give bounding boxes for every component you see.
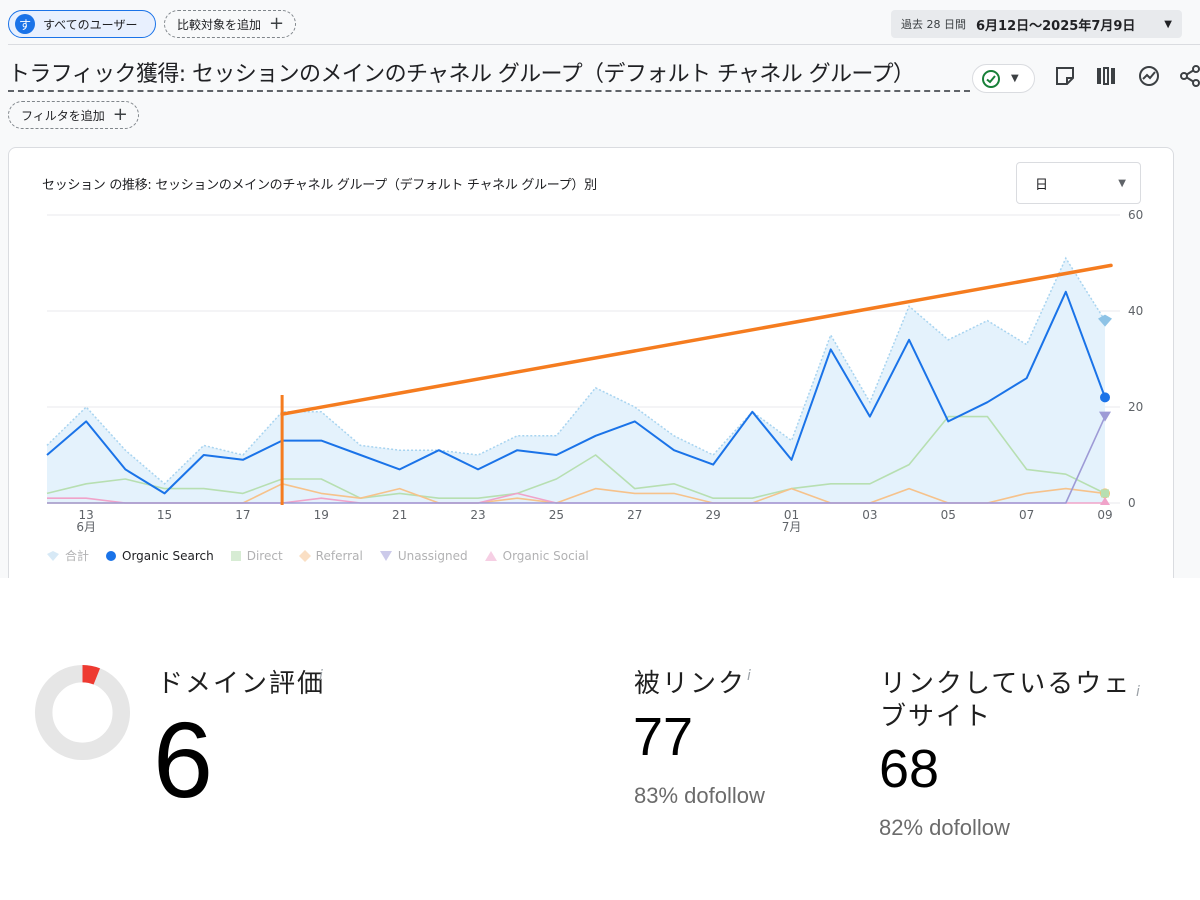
dropdown-arrow-icon: ▼ xyxy=(1118,177,1126,189)
date-range-value: 6月12日～2025年7月9日 xyxy=(976,18,1136,34)
y-tick-label: 40 xyxy=(1128,304,1143,318)
x-month-label: 6月 xyxy=(76,520,96,534)
diamond-pin-icon xyxy=(47,550,59,561)
y-tick-label: 20 xyxy=(1128,400,1143,414)
backlinks-value: 77 xyxy=(633,707,694,767)
date-range-prefix: 過去 28 日間 xyxy=(901,18,966,31)
legend-item-organic-search[interactable]: Organic Search xyxy=(105,549,214,563)
user-avatar: す xyxy=(15,14,35,34)
user-segment-chip[interactable]: す すべてのユーザー xyxy=(8,10,156,38)
series-line-unassigned xyxy=(47,416,1106,504)
series-line-organic-search xyxy=(46,290,1106,495)
x-tick-label: 01 xyxy=(784,508,799,522)
total-end-marker xyxy=(1098,314,1112,327)
x-tick-label: 25 xyxy=(549,508,564,522)
plus-icon: + xyxy=(112,104,128,125)
add-comparison-button[interactable]: 比較対象を追加 + xyxy=(164,10,296,38)
direct-end-marker xyxy=(1101,489,1109,498)
organic-end-marker xyxy=(1100,392,1110,403)
compare-columns-icon[interactable] xyxy=(1094,64,1118,88)
legend-label: Direct xyxy=(246,548,283,563)
domain-rating-value: 6 xyxy=(153,699,214,820)
x-tick-label: 21 xyxy=(392,508,407,522)
circle-marker-icon xyxy=(106,550,117,561)
linking-websites-value: 68 xyxy=(879,739,940,799)
backlinks-label: 被リンク xyxy=(634,669,747,699)
chart-title: セッション の推移: セッションのメインのチャネル グループ（デフォルト チャネ… xyxy=(42,178,597,193)
add-filter-button[interactable]: フィルタを追加 + xyxy=(8,101,139,129)
domain-rating-donut xyxy=(34,664,131,761)
legend-label: Organic Social xyxy=(502,548,589,563)
y-tick-label: 60 xyxy=(1128,208,1143,222)
x-tick-label: 15 xyxy=(157,508,172,522)
x-tick-label: 23 xyxy=(470,508,485,522)
info-icon[interactable]: i xyxy=(319,668,323,684)
granularity-value: 日 xyxy=(1035,177,1049,193)
triangle-down-marker-icon xyxy=(379,550,392,561)
legend-item-unassigned[interactable]: Unassigned xyxy=(379,549,468,563)
x-tick-label: 03 xyxy=(862,508,877,522)
legend-item-total[interactable]: 合計 xyxy=(46,547,89,564)
backlinks-dofollow: 83% dofollow xyxy=(634,783,765,808)
x-tick-label: 07 xyxy=(1019,508,1034,522)
plus-icon: + xyxy=(269,13,285,34)
x-tick-label: 29 xyxy=(706,508,721,522)
x-tick-label: 19 xyxy=(314,508,329,522)
add-filter-label: フィルタを追加 xyxy=(21,108,105,123)
x-tick-label: 05 xyxy=(941,508,956,522)
x-month-label: 7月 xyxy=(782,520,802,534)
granularity-select[interactable]: 日 ▼ xyxy=(1016,162,1141,204)
linking-websites-label-line1: リンクしているウェ xyxy=(880,669,1132,699)
legend-label: Unassigned xyxy=(397,548,468,563)
domain-rating-label: ドメイン評価 xyxy=(157,669,326,699)
x-tick-label: 27 xyxy=(627,508,642,522)
triangle-up-marker-icon xyxy=(484,550,497,561)
date-range-picker[interactable]: 過去 28 日間 6月12日～2025年7月9日 ▼ xyxy=(891,10,1182,38)
dropdown-arrow-icon: ▼ xyxy=(1164,18,1172,30)
x-tick-label: 17 xyxy=(235,508,250,522)
x-tick-label: 13 xyxy=(79,508,94,522)
total-series-line xyxy=(46,256,1106,485)
note-icon[interactable] xyxy=(1053,64,1077,88)
legend-item-direct[interactable]: Direct xyxy=(230,549,283,563)
linking-websites-label-line2: ブサイト xyxy=(880,702,993,732)
legend-label: 合計 xyxy=(65,549,90,563)
report-status-button[interactable]: ▼ xyxy=(972,64,1035,93)
donut-track xyxy=(34,664,131,761)
add-comparison-label: 比較対象を追加 xyxy=(177,17,262,32)
info-icon[interactable]: i xyxy=(1136,684,1140,700)
x-tick-label: 09 xyxy=(1097,508,1112,522)
page-title[interactable]: トラフィック獲得: セッションのメインのチャネル グループ（デフォルト チャネル… xyxy=(8,60,970,92)
legend-item-referral[interactable]: Referral xyxy=(298,548,363,563)
diamond-marker-icon xyxy=(298,549,311,562)
unassigned-end-marker xyxy=(1099,411,1111,422)
share-icon[interactable] xyxy=(1178,64,1200,88)
sessions-line-chart[interactable]: 0 20 40 60 13 15 17 19 21 23 25 27 29 01 03 05 07 09 6月 7月 xyxy=(0,200,1200,540)
legend-label: Organic Search xyxy=(122,548,214,563)
series-line-direct xyxy=(46,415,1106,500)
divider xyxy=(8,44,1200,45)
user-segment-label: すべてのユーザー xyxy=(43,17,138,32)
social-end-marker xyxy=(1100,497,1110,505)
linking-websites-dofollow: 82% dofollow xyxy=(879,815,1010,840)
check-circle-icon xyxy=(982,69,1000,88)
legend-item-organic-social[interactable]: Organic Social xyxy=(484,549,589,563)
total-area xyxy=(47,258,1105,503)
y-tick-label: 0 xyxy=(1128,496,1136,510)
insights-icon[interactable] xyxy=(1137,64,1161,88)
annotation-trend-line xyxy=(280,263,1113,416)
analytics-panel: す すべてのユーザー 比較対象を追加 + 過去 28 日間 6月12日～2025… xyxy=(0,10,1200,578)
info-icon[interactable]: i xyxy=(747,668,751,684)
legend-label: Referral xyxy=(315,548,363,563)
donut-fill xyxy=(34,664,131,761)
chart-legend: 合計 Organic Search Direct Referral Unassi… xyxy=(46,547,605,564)
square-marker-icon xyxy=(230,550,241,561)
dropdown-arrow-icon: ▼ xyxy=(1011,73,1019,84)
